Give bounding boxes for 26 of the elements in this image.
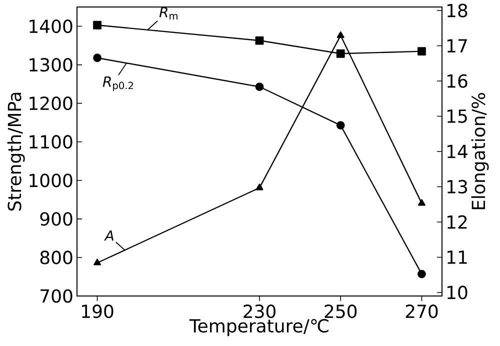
x-axis-title: Temperature/℃ — [189, 319, 328, 336]
y2-tick-label: 18 — [448, 4, 468, 18]
y2-tick-label: 16 — [448, 74, 468, 88]
y-tick-label: 1300 — [30, 58, 72, 72]
y-tick-label: 800 — [40, 250, 72, 264]
legend-label: R$_{p0.2}$ — [102, 76, 134, 92]
y2-tick-label: 14 — [448, 144, 468, 158]
y2-tick-label: 17 — [448, 39, 467, 52]
y-tick-label: 700 — [40, 289, 72, 303]
x-tick-label: 250 — [324, 304, 357, 318]
y-tick-label: 1200 — [30, 96, 72, 110]
x-tick-label: 190 — [82, 304, 114, 318]
x-tick-label: 230 — [244, 304, 276, 318]
series-label: A — [104, 230, 114, 241]
y-tick-label: 1400 — [30, 19, 72, 34]
y2-tick-label: 10 — [448, 286, 468, 300]
y-tick-label: 900 — [40, 212, 72, 226]
y2-axis-title: Elongation/% — [471, 93, 489, 210]
y-tick-label: 1000 — [30, 174, 72, 188]
y-tick-label: 1100 — [30, 135, 72, 149]
y2-tick-label: 15 — [448, 110, 467, 123]
x-tick-label: 270 — [406, 304, 438, 318]
y2-tick-label: 13 — [448, 180, 467, 194]
y2-tick-label: 12 — [448, 215, 467, 229]
y-axis-title: Strength/MPa — [7, 92, 25, 211]
y2-tick-label: 11 — [448, 250, 467, 264]
